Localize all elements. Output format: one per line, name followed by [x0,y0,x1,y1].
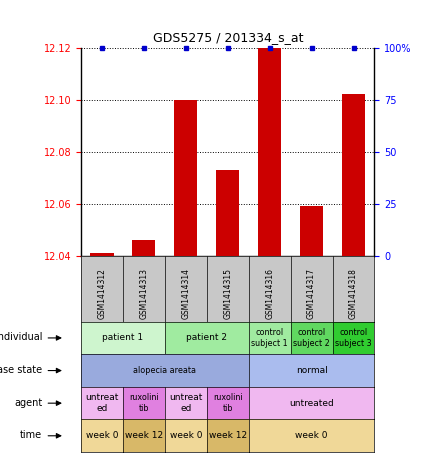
Bar [216,170,239,256]
Text: control
subject 2: control subject 2 [293,328,330,347]
Text: GSM1414317: GSM1414317 [307,268,316,319]
Bar [342,94,365,256]
Bar [174,100,198,256]
Text: normal: normal [296,366,328,375]
Bar [258,48,281,256]
Text: week 0: week 0 [86,431,118,440]
Text: week 0: week 0 [295,431,328,440]
Text: control
subject 3: control subject 3 [335,328,372,347]
Text: patient 1: patient 1 [102,333,144,342]
Text: ruxolini
tib: ruxolini tib [213,394,243,413]
Text: time: time [20,430,42,440]
Text: control
subject 1: control subject 1 [251,328,288,347]
Text: untreat
ed: untreat ed [85,394,119,413]
Title: GDS5275 / 201334_s_at: GDS5275 / 201334_s_at [152,31,303,43]
Text: GSM1414314: GSM1414314 [181,268,191,319]
Bar [91,253,113,256]
Text: GSM1414313: GSM1414313 [139,268,148,319]
Text: untreat
ed: untreat ed [169,394,202,413]
Text: individual: individual [0,333,42,342]
Text: week 12: week 12 [208,431,247,440]
Text: GSM1414316: GSM1414316 [265,268,274,319]
Text: disease state: disease state [0,365,42,375]
Text: ruxolini
tib: ruxolini tib [129,394,159,413]
Text: agent: agent [14,398,42,408]
Text: GSM1414315: GSM1414315 [223,268,232,319]
Text: GSM1414318: GSM1414318 [349,268,358,319]
Text: untreated: untreated [289,399,334,408]
Bar [300,207,323,256]
Bar [132,240,155,256]
Text: GSM1414312: GSM1414312 [98,268,106,319]
Text: week 12: week 12 [125,431,163,440]
Text: week 0: week 0 [170,431,202,440]
Text: patient 2: patient 2 [186,333,227,342]
Text: alopecia areata: alopecia areata [134,366,196,375]
